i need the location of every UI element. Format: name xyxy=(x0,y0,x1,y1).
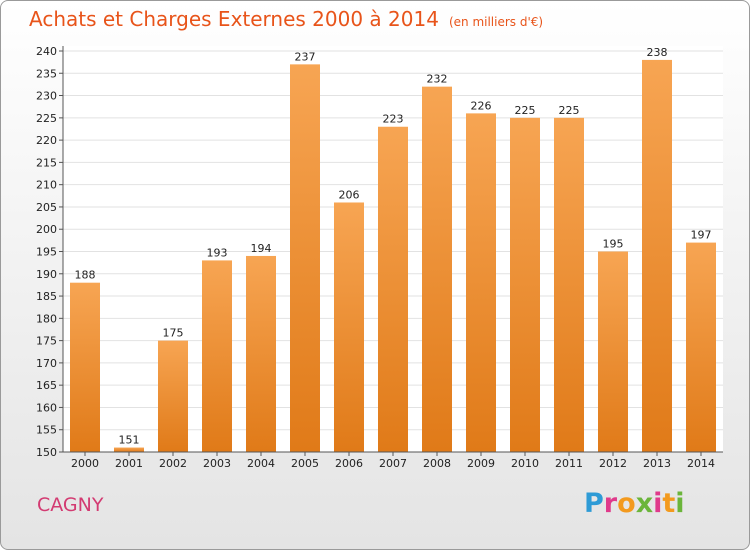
chart-title: Achats et Charges Externes 2000 à 2014 (e… xyxy=(29,7,543,31)
bar-2005 xyxy=(290,64,320,452)
bar-2011 xyxy=(554,117,584,452)
y-tick-label: 160 xyxy=(36,401,57,414)
value-label-2010: 225 xyxy=(515,104,536,117)
logo-letter: o xyxy=(617,488,636,519)
logo-letter: r xyxy=(603,488,618,519)
value-label-2008: 232 xyxy=(427,73,448,86)
y-tick-label: 215 xyxy=(36,156,57,169)
y-tick-label: 210 xyxy=(36,179,57,192)
value-label-2005: 237 xyxy=(295,50,316,63)
bar-2000 xyxy=(70,282,100,452)
bar-2010 xyxy=(510,117,540,452)
x-axis-ticks: 2000 2001 2002 2003 2004 2005 2006 2007 2008 2009… xyxy=(71,452,715,470)
y-tick-label: 205 xyxy=(36,201,57,214)
title-unit: (en milliers d'€) xyxy=(448,15,544,29)
value-label-2014: 197 xyxy=(691,229,712,242)
title-text: Achats et Charges Externes 2000 à 2014 xyxy=(29,7,439,31)
bar-2003 xyxy=(202,260,232,452)
y-tick-label: 225 xyxy=(36,112,57,125)
x-tick-label: 2012 xyxy=(599,457,627,470)
y-tick-label: 240 xyxy=(36,45,57,58)
y-tick-label: 180 xyxy=(36,312,57,325)
y-tick-label: 200 xyxy=(36,223,57,236)
bar-2009 xyxy=(466,113,496,452)
bar-2012 xyxy=(598,251,628,452)
y-tick-label: 195 xyxy=(36,246,57,259)
y-tick-label: 185 xyxy=(36,290,57,303)
proxiti-logo: Proxiti xyxy=(584,488,685,519)
x-tick-label: 2011 xyxy=(555,457,583,470)
y-tick-label: 235 xyxy=(36,67,57,80)
bar-2007 xyxy=(378,126,408,452)
value-labels: 188 151 175 193 194 237 206 223 232 226 225 225 195 2… xyxy=(75,46,712,447)
logo-letter: P xyxy=(584,488,604,519)
bar-2008 xyxy=(422,86,452,453)
value-label-2011: 225 xyxy=(559,104,580,117)
x-tick-label: 2014 xyxy=(687,457,715,470)
city-name: CAGNY xyxy=(37,494,104,516)
x-tick-label: 2003 xyxy=(203,457,231,470)
x-tick-label: 2006 xyxy=(335,457,363,470)
y-tick-label: 150 xyxy=(36,446,57,459)
y-tick-label: 230 xyxy=(36,90,57,103)
logo-letter: i xyxy=(653,488,663,519)
bar-2002 xyxy=(158,340,188,452)
value-label-2003: 193 xyxy=(207,246,228,259)
y-tick-label: 155 xyxy=(36,424,57,437)
value-label-2001: 151 xyxy=(119,434,140,447)
x-tick-label: 2002 xyxy=(159,457,187,470)
value-label-2000: 188 xyxy=(75,269,96,282)
y-tick-label: 190 xyxy=(36,268,57,281)
logo-letter: t xyxy=(662,488,676,519)
y-tick-label: 220 xyxy=(36,134,57,147)
bar-2004 xyxy=(246,255,276,452)
x-tick-label: 2010 xyxy=(511,457,539,470)
value-label-2006: 206 xyxy=(339,188,360,201)
value-label-2009: 226 xyxy=(471,99,492,112)
bars xyxy=(70,59,716,453)
x-tick-label: 2000 xyxy=(71,457,99,470)
logo-letter: i xyxy=(675,488,685,519)
logo-letter: x xyxy=(635,488,654,519)
x-tick-label: 2008 xyxy=(423,457,451,470)
value-label-2013: 238 xyxy=(647,46,668,59)
bar-2014 xyxy=(686,242,716,452)
x-tick-label: 2007 xyxy=(379,457,407,470)
bar-2006 xyxy=(334,202,364,452)
bar-2013 xyxy=(642,59,672,453)
y-tick-label: 175 xyxy=(36,335,57,348)
x-tick-label: 2013 xyxy=(643,457,671,470)
x-tick-label: 2004 xyxy=(247,457,275,470)
value-label-2002: 175 xyxy=(163,327,184,340)
x-tick-label: 2009 xyxy=(467,457,495,470)
x-tick-label: 2001 xyxy=(115,457,143,470)
value-label-2004: 194 xyxy=(251,242,272,255)
bar-2001 xyxy=(114,447,144,452)
y-tick-label: 165 xyxy=(36,379,57,392)
value-label-2012: 195 xyxy=(603,238,624,251)
value-label-2007: 223 xyxy=(383,113,404,126)
y-tick-label: 170 xyxy=(36,357,57,370)
x-tick-label: 2005 xyxy=(291,457,319,470)
